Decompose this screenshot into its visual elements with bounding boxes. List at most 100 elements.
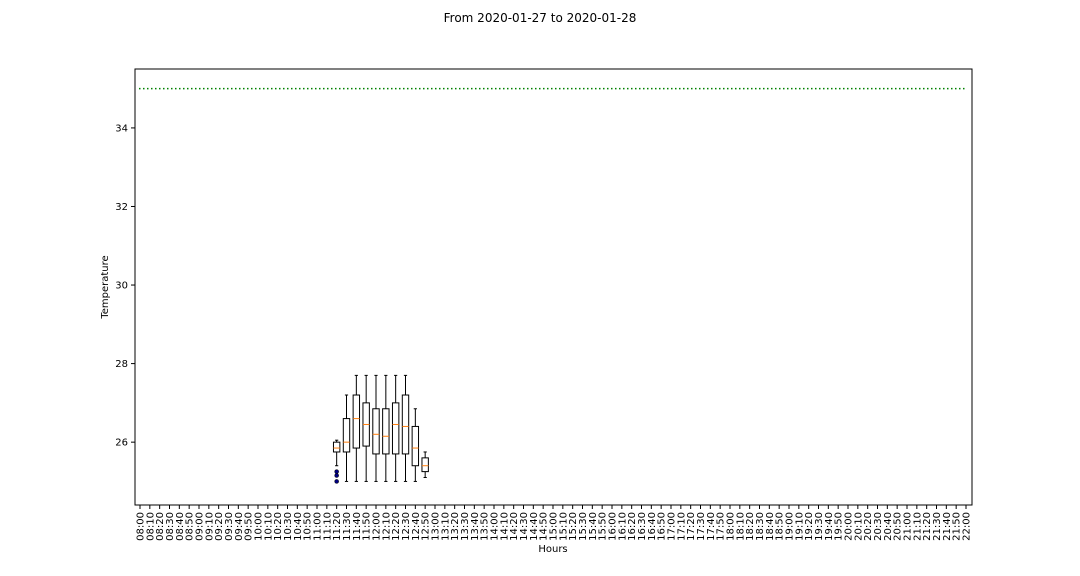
iqr-box [391,402,400,455]
x-tick-label: 18:10 [735,512,746,541]
x-tick-label: 17:10 [676,512,687,541]
boxes-group [332,374,429,484]
x-tick-label: 08:10 [145,512,156,541]
x-tick-label: 13:00 [431,512,442,541]
box-1240 [411,408,420,482]
iqr-box [342,418,351,453]
x-tick-label: 15:30 [578,512,589,541]
box-1250 [421,451,429,479]
x-tick-label: 17:00 [667,512,678,541]
x-tick-label: 12:30 [401,512,412,541]
x-tick-label: 13:40 [470,512,481,541]
x-tick-label: 19:50 [834,512,845,541]
x-tick-label: 08:00 [136,512,147,541]
x-tick-label: 09:30 [224,512,235,541]
x-tick-label: 19:00 [785,512,796,541]
x-tick-label: 14:50 [539,512,550,541]
x-tick-label: 16:10 [617,512,628,541]
x-tick-label: 16:20 [627,512,638,541]
x-tick-label: 16:40 [647,512,658,541]
x-tick-label: 20:30 [873,512,884,541]
iqr-box [352,394,361,449]
x-tick-label: 14:40 [529,512,540,541]
x-tick-label: 16:30 [637,512,648,541]
x-tick-label: 11:20 [332,512,343,541]
x-tick-label: 11:50 [362,512,373,541]
x-tick-label: 08:50 [185,512,196,541]
x-tick-label: 14:00 [490,512,501,541]
x-tick-label: 11:10 [322,512,333,541]
box-1150 [362,374,370,482]
x-tick-label: 12:10 [381,512,392,541]
y-tick-label: 26 [115,438,128,449]
iqr-box [401,394,410,455]
x-tick-label: 20:20 [863,512,874,541]
x-tick-label: 10:10 [263,512,274,541]
outlier-point [334,479,339,484]
x-tick-label: 19:10 [794,512,805,541]
y-axis-label: Temperature [100,255,111,319]
x-tick-label: 21:20 [922,512,933,541]
x-tick-label: 13:20 [450,512,461,541]
x-tick-label: 09:10 [204,512,215,541]
x-tick-label: 10:00 [254,512,265,541]
x-tick-label: 17:30 [696,512,707,541]
x-tick-label: 21:10 [912,512,923,541]
chart-title: From 2020-01-27 to 2020-01-28 [444,11,637,25]
x-tick-label: 09:40 [234,512,245,541]
x-tick-label: 16:50 [657,512,668,541]
box-1120 [332,439,341,484]
x-tick-label: 18:50 [775,512,786,541]
box-1220 [391,374,400,482]
x-tick-label: 08:30 [165,512,176,541]
x-tick-label: 12:40 [411,512,422,541]
x-tick-label: 15:20 [568,512,579,541]
x-tick-label: 10:40 [293,512,304,541]
iqr-box [332,441,341,453]
y-tick-label: 30 [115,281,128,292]
outlier-point [334,473,339,478]
box-1200 [372,374,380,482]
x-tick-label: 08:20 [155,512,166,541]
iqr-box [372,408,380,455]
x-tick-label: 21:00 [903,512,914,541]
x-tick-label: 13:10 [440,512,451,541]
x-tick-label: 18:40 [765,512,776,541]
iqr-box [411,425,420,467]
x-tick-label: 16:00 [608,512,619,541]
x-tick-label: 11:40 [352,512,363,541]
iqr-box [382,408,390,455]
x-axis: 08:0008:1008:2008:3008:4008:5009:0009:10… [136,505,973,541]
box-1230 [401,374,410,482]
x-tick-label: 15:10 [558,512,569,541]
x-tick-label: 20:10 [853,512,864,541]
x-tick-label: 14:10 [499,512,510,541]
box-1140 [352,374,361,482]
x-tick-label: 12:50 [421,512,432,541]
x-tick-label: 15:50 [598,512,609,541]
x-tick-label: 12:00 [372,512,383,541]
x-tick-label: 11:30 [342,512,353,541]
x-tick-label: 11:00 [313,512,324,541]
x-tick-label: 09:00 [195,512,206,541]
x-tick-label: 21:50 [952,512,963,541]
y-axis: 26 28 30 32 34 [115,123,135,449]
x-tick-label: 09:50 [244,512,255,541]
x-tick-label: 17:50 [716,512,727,541]
x-tick-label: 20:40 [883,512,894,541]
x-tick-label: 10:50 [303,512,314,541]
iqr-box [421,457,429,473]
x-tick-label: 18:00 [726,512,737,541]
x-tick-label: 22:00 [962,512,973,541]
y-tick-label: 28 [115,359,128,370]
y-tick-label: 32 [115,202,128,213]
x-tick-label: 18:30 [755,512,766,541]
x-tick-label: 13:50 [480,512,491,541]
x-tick-label: 20:00 [844,512,855,541]
plot-area-frame [134,68,973,506]
x-axis-label: Hours [538,544,567,555]
x-tick-label: 19:30 [814,512,825,541]
x-tick-label: 14:30 [519,512,530,541]
x-tick-label: 15:00 [549,512,560,541]
